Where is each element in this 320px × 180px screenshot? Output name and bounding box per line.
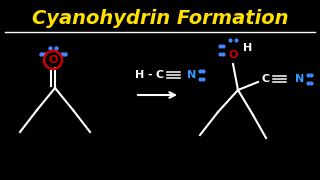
Text: O: O <box>228 50 238 60</box>
Text: C: C <box>262 74 270 84</box>
Text: C: C <box>156 70 164 80</box>
Text: -: - <box>148 70 152 80</box>
Text: O: O <box>48 55 58 65</box>
Text: N: N <box>188 70 196 80</box>
Text: H: H <box>244 43 252 53</box>
Text: H: H <box>135 70 145 80</box>
Text: Cyanohydrin Formation: Cyanohydrin Formation <box>32 8 288 28</box>
Text: N: N <box>295 74 305 84</box>
